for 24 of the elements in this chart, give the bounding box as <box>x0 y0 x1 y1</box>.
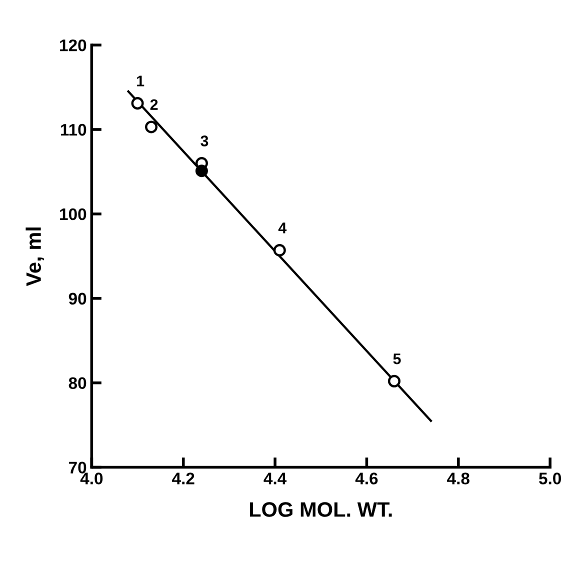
annotation: 5 <box>393 354 401 364</box>
point <box>195 164 208 178</box>
y-tick-label: 110 <box>60 124 86 136</box>
x-tick-label: 4.0 <box>80 472 103 484</box>
x-tick-label: 5.0 <box>539 472 561 484</box>
annotation: 4 <box>278 222 287 234</box>
point <box>145 120 158 134</box>
y-tick-label: 70 <box>69 462 86 474</box>
y-tick-label: 80 <box>68 377 86 390</box>
x-tick-label: 4.6 <box>355 472 378 484</box>
point <box>273 244 286 257</box>
annotation: 3 <box>200 136 208 146</box>
point <box>388 374 400 388</box>
y-tick-label: 90 <box>68 292 86 305</box>
y-axis-title: Ve, ml <box>26 228 44 286</box>
annotation: 1 <box>137 76 144 86</box>
annotation: 2 <box>150 99 158 110</box>
point <box>131 97 144 110</box>
y-tick-label: 120 <box>60 39 86 52</box>
y-tick-label: 100 <box>60 208 86 220</box>
x-tick-label: 4.2 <box>172 472 194 484</box>
x-tick-label: 4.4 <box>264 472 287 484</box>
x-axis-title: LOG MOL. WT. <box>250 502 392 517</box>
x-tick-label: 4.8 <box>447 472 470 484</box>
